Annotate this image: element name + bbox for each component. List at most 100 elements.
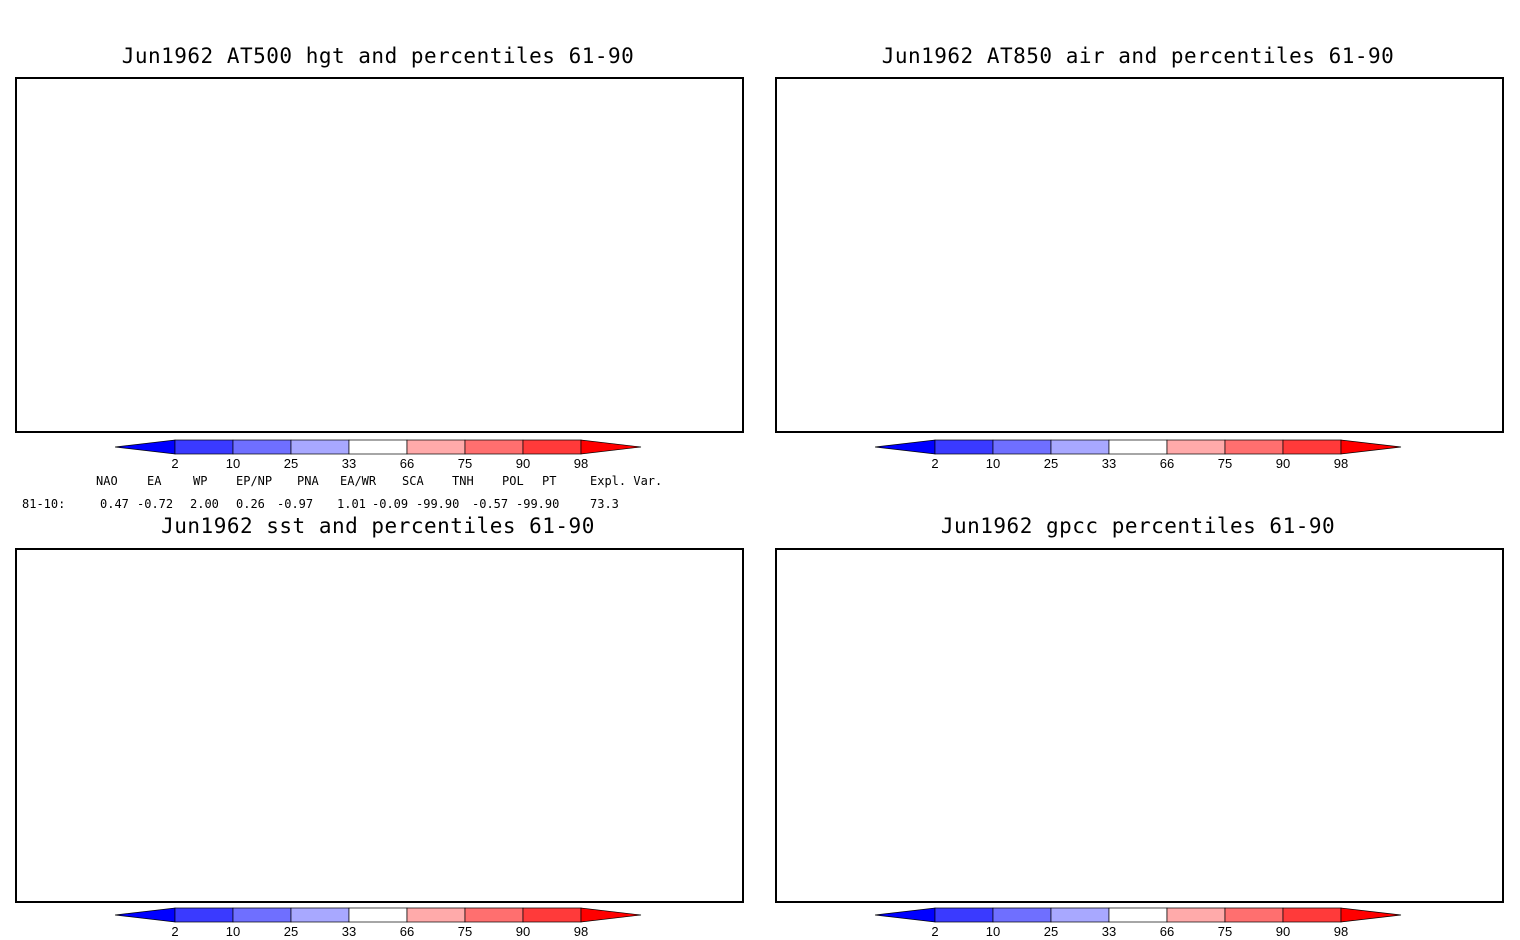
latitude-gridline <box>17 79 744 279</box>
latitude-gridline <box>777 79 1504 199</box>
political-border <box>617 249 637 304</box>
contour-label-bg <box>323 738 339 750</box>
political-border <box>1152 279 1172 349</box>
colorbar-segment <box>348 907 408 923</box>
precip-cell <box>1183 800 1197 814</box>
longitude-gridline <box>777 79 1141 94</box>
precip-cell <box>1029 579 1042 592</box>
precip-cell <box>1165 662 1173 670</box>
contour-label-bg <box>328 608 338 620</box>
contour-label: 14 <box>1170 314 1182 325</box>
colorbar-segment <box>232 439 292 455</box>
precip-cell <box>1417 669 1422 674</box>
colorbar-tick-label: 10 <box>986 924 1000 939</box>
longitude-gridline <box>777 550 1141 749</box>
contour-label: 22 <box>1308 373 1320 384</box>
precip-cell <box>1381 740 1386 745</box>
colorbar-tick-label: 10 <box>226 924 240 939</box>
contour-label-bg <box>1362 418 1378 430</box>
contour-label: 28 <box>1470 319 1482 330</box>
index-header: POL <box>502 474 524 488</box>
precip-cell <box>1118 688 1127 697</box>
precip-cell <box>1357 871 1364 878</box>
precip-cell <box>891 775 897 781</box>
precip-cell <box>1224 604 1230 610</box>
index-header: EA <box>147 474 162 488</box>
precip-cell <box>1438 678 1446 686</box>
anomaly-region <box>97 600 127 640</box>
contour-label: 4 <box>1473 398 1479 409</box>
contour-label: 28 <box>375 742 387 753</box>
precip-cell <box>1208 603 1212 607</box>
precip-cell <box>938 600 950 612</box>
precip-cell <box>1195 872 1205 882</box>
contour-label: 16 <box>1420 237 1432 248</box>
contour-line <box>289 129 465 249</box>
map-svg-hgt500: 5440 5440 5440 5520 5600 5680 5760 5840 5840 <box>17 79 744 433</box>
map-svg-sst: 24 28 28 28 0 0 4 4 4 8 8 12 12 12 16 20 20 20 24 24 28 28 28 2… <box>17 550 744 903</box>
contour-label-bg <box>1220 418 1236 430</box>
precip-cell <box>1468 768 1474 774</box>
precip-cell <box>1120 576 1131 587</box>
coastline <box>1317 99 1457 149</box>
precip-cell <box>1232 861 1241 870</box>
coastline <box>347 680 617 760</box>
contour-label-bg <box>1468 261 1484 273</box>
coastline <box>1107 680 1377 760</box>
precip-cell <box>1372 567 1378 573</box>
political-border <box>572 309 597 379</box>
precip-cell <box>847 839 853 845</box>
colorbar-tick-label: 33 <box>1102 456 1116 471</box>
precip-cell <box>1298 725 1306 733</box>
precip-cell <box>1388 628 1395 635</box>
political-border <box>1287 279 1307 334</box>
contour-label: 4 <box>546 729 552 740</box>
latitude-gridline <box>17 550 744 830</box>
precip-cell <box>885 788 892 795</box>
anomaly-region <box>1177 670 1227 700</box>
political-border <box>1422 750 1442 820</box>
contour-line <box>153 570 441 770</box>
colorbar-tick-label: 2 <box>171 456 178 471</box>
precip-cell <box>1272 735 1279 742</box>
precip-cell <box>1251 865 1255 869</box>
coastline <box>1317 570 1457 620</box>
precip-cell <box>809 729 814 734</box>
political-border <box>527 750 547 805</box>
contour-line <box>1277 299 1397 379</box>
anomaly-region <box>197 780 287 820</box>
latitude-gridline <box>777 79 1504 279</box>
contour-label: 4 <box>238 811 244 822</box>
precip-cell <box>1306 564 1313 571</box>
political-border <box>1242 720 1262 790</box>
contour-label-bg <box>180 772 196 784</box>
precip-cell <box>1000 566 1008 574</box>
colorbar-segment <box>464 907 524 923</box>
colorbar-tick-label: 90 <box>516 924 530 939</box>
precip-cell <box>1310 683 1322 695</box>
contour-label: 10 <box>1276 420 1288 431</box>
contour-line <box>1165 219 1504 433</box>
contour-label: 0 <box>133 645 139 656</box>
contour-line <box>205 79 549 309</box>
contour-label-bg <box>24 671 40 683</box>
precip-cell <box>1075 557 1088 570</box>
political-border <box>1287 750 1307 805</box>
precip-cell <box>1421 860 1428 867</box>
longitude-gridline <box>1141 550 1377 868</box>
precip-cell <box>1126 666 1132 672</box>
colorbar-segment <box>1108 907 1168 923</box>
precip-cell <box>1449 633 1463 647</box>
colorbar-segment <box>174 439 234 455</box>
contour-label-bg <box>217 603 233 615</box>
colorbar-segment <box>522 439 582 455</box>
contour-label: 18 <box>1341 256 1353 267</box>
anomaly-region <box>17 99 744 433</box>
latitude-gridline <box>17 550 744 670</box>
precip-cell <box>1120 654 1130 664</box>
contour-label-bg <box>1471 307 1481 319</box>
precip-cell <box>1329 695 1334 700</box>
coastline <box>197 79 447 139</box>
precip-cell <box>1203 824 1212 833</box>
colorbar-arrow-high <box>1340 439 1402 455</box>
